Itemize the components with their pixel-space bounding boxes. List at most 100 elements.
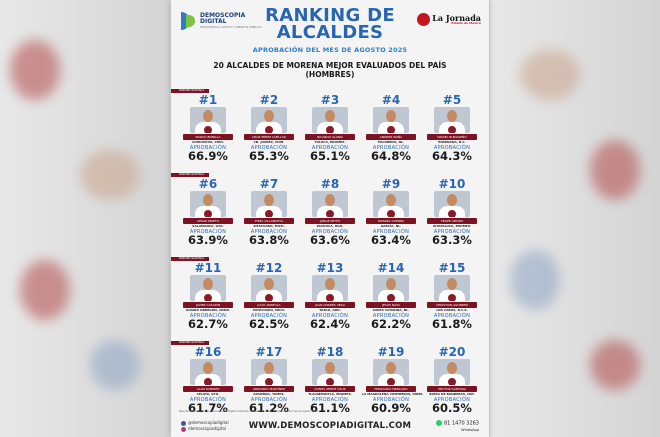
mayor-city: ESCOBEDO, NL.: [377, 140, 405, 144]
mayor-photo: [373, 275, 409, 301]
approval-percent: 63.6%: [310, 233, 350, 247]
subtitle: APROBACIÓN DEL MES DE AGOSTO 2025: [252, 46, 408, 54]
mayor-card: #13 JUAN ANDRÉS VEGA TAXCO, GRO. APROBACIÓN…: [301, 261, 359, 340]
mayor-card: #17 ARMANDO MARTÍNEZ ALTAMIRA, TAMPS. APROB…: [240, 345, 298, 424]
rank-number: #5: [442, 93, 462, 107]
background-blur-right: [490, 0, 660, 437]
ranking-row: RANKING NACIONAL #11 JAVIER CASARÍN ÁLVARO …: [171, 257, 481, 341]
approval-percent: 60.5%: [432, 401, 472, 415]
mayor-name: CÉSAR PRIETO: [183, 218, 233, 224]
ranking-row: RANKING NACIONAL #16 ALAN RAMÍREZ CELAYA, G…: [171, 341, 481, 425]
approval-percent: 63.3%: [432, 233, 472, 247]
mayor-name: ALAN RAMÍREZ: [183, 386, 233, 392]
mayor-card: #6 CÉSAR PRIETO SALAMANCA, GTO. APROBACIÓN 6…: [179, 177, 237, 256]
mayor-name: HÉCTOR SANTANA: [427, 386, 477, 392]
rank-number: #9: [381, 177, 401, 191]
approval-label: APROBACIÓN: [189, 313, 227, 319]
ranking-poster: DEMOSCOPIA DIGITAL ESTADÍSTICA, DATOS Y …: [171, 0, 489, 437]
ranking-row: RANKING NACIONAL #6 CÉSAR PRIETO SALAMANCA,…: [171, 173, 481, 257]
rank-number: #18: [316, 345, 344, 359]
mayor-photo: [251, 107, 287, 133]
mayor-name: ISMAEL BURGUEÑO: [427, 134, 477, 140]
mayor-city: SANTA CATARINA, NL.: [372, 308, 410, 312]
ranking-ribbon: RANKING NACIONAL: [171, 173, 209, 177]
demoscopia-mark-icon: [181, 12, 197, 30]
mayor-city: BAHÍA DE BANDERAS, NAY.: [429, 392, 475, 396]
la-jornada-logo: La Jornada Estado de México: [417, 13, 481, 26]
facebook-icon: [181, 420, 186, 426]
mayor-name: JUAN ANDRÉS VEGA: [305, 302, 355, 308]
rank-number: #7: [259, 177, 279, 191]
rank-number: #10: [438, 177, 466, 191]
approval-label: APROBACIÓN: [372, 313, 410, 319]
social-links: @demoscopiadigital /demoscopiadigital: [181, 420, 229, 432]
title-line2: ALCALDES: [276, 22, 384, 43]
rank-number: #11: [194, 261, 222, 275]
mayor-photo: [434, 107, 470, 133]
approval-percent: 60.9%: [371, 401, 411, 415]
mayor-photo: [190, 359, 226, 385]
mayor-card: #7 FIDEL VILLANUEVA ZITÁCUARO, MICH. APROBA…: [240, 177, 298, 256]
approval-label: APROBACIÓN: [311, 313, 349, 319]
la-jornada-name: La Jornada: [432, 13, 481, 23]
approval-percent: 62.4%: [310, 317, 350, 331]
approval-percent: 64.8%: [371, 149, 411, 163]
mayor-name: ANDRÉS MAÑA: [366, 134, 416, 140]
mayor-city: CELAYA, GTO.: [196, 392, 220, 396]
demoscopia-digital-logo: DEMOSCOPIA DIGITAL ESTADÍSTICA, DATOS Y …: [181, 12, 262, 30]
mayor-card: #20 HÉCTOR SANTANA BAHÍA DE BANDERAS, NAY.…: [423, 345, 481, 424]
logo-tagline: ESTADÍSTICA, DATOS Y OPINIÓN PÚBLICA: [200, 25, 262, 29]
mayor-photo: [190, 107, 226, 133]
approval-percent: 64.3%: [432, 149, 472, 163]
approval-percent: 61.8%: [432, 317, 472, 331]
poster-header: DEMOSCOPIA DIGITAL ESTADÍSTICA, DATOS Y …: [171, 0, 489, 62]
mayor-card: #18 DANIEL PÉREZ CRUZ TLALNEPANTLA, EDOMEX…: [301, 345, 359, 424]
approval-label: APROBACIÓN: [250, 229, 288, 235]
approval-percent: 63.8%: [249, 233, 289, 247]
mayor-photo: [312, 191, 348, 217]
mayor-city: SALAMANCA, GTO.: [192, 224, 224, 228]
mayor-name: JESÚS NAVA: [366, 302, 416, 308]
poster-footer: @demoscopiadigital /demoscopiadigital WW…: [171, 418, 489, 437]
mayor-name: DANIEL PÉREZ CRUZ: [305, 386, 355, 392]
mayor-name: MANUEL GUERRA: [366, 218, 416, 224]
approval-label: APROBACIÓN: [372, 397, 410, 403]
mayor-city: CHIHUAHUA, CHIH.: [192, 140, 224, 144]
approval-label: APROBACIÓN: [250, 313, 288, 319]
approval-percent: 62.5%: [249, 317, 289, 331]
mayor-name: CRUZ PÉREZ CUÉLLAR: [244, 134, 294, 140]
mayor-city: ENSENADA, B.C.: [438, 140, 466, 144]
website-url: WWW.DEMOSCOPIADIGITAL.COM: [248, 421, 412, 431]
mayor-card: #9 MANUEL GUERRA GARCÍA, NL. APROBACIÓN 63.4…: [362, 177, 420, 256]
mayor-card: #19 FERNANDO MERCADO LA MAGDALENA CONTRERA…: [362, 345, 423, 424]
whatsapp-icon: [436, 420, 442, 426]
mayor-name: FERNANDO MERCADO: [366, 386, 416, 392]
mayor-card: #8 JORGE REYES PACHUCA, HGO. APROBACIÓN 63.6…: [301, 177, 359, 256]
mayor-name: JORGE REYES: [305, 218, 355, 224]
mayor-card: #15 CHRISTIAN AGÚNDEZ LOS CABOS, B.C.S. APR…: [423, 261, 481, 340]
ranking-ribbon: RANKING NACIONAL: [171, 257, 209, 261]
logo-line2: DIGITAL: [200, 18, 227, 25]
approval-label: APROBACIÓN: [433, 397, 471, 403]
approval-percent: 66.9%: [188, 149, 228, 163]
rank-number: #12: [255, 261, 283, 275]
mayor-photo: [434, 275, 470, 301]
rank-number: #2: [259, 93, 279, 107]
mayor-city: ZITÁCUARO, MICH.: [253, 224, 285, 228]
mayor-photo: [373, 359, 409, 385]
mayor-card: #3 RICARDO ALANÍS TOLUCA, EDOMEX. APROBACIÓ…: [301, 93, 359, 172]
mayor-city: CD. JUÁREZ, CHIH.: [253, 140, 285, 144]
mayor-city: TLALNEPANTLA, EDOMEX.: [308, 392, 352, 396]
headline: 20 ALCALDES DE MORENA MEJOR EVALUADOS DE…: [171, 61, 489, 79]
approval-percent: 65.3%: [249, 149, 289, 163]
rank-number: #19: [377, 345, 405, 359]
mayor-photo: [251, 191, 287, 217]
mayor-name: JAVIER CASARÍN: [183, 302, 233, 308]
approval-percent: 61.7%: [188, 401, 228, 415]
approval-label: APROBACIÓN: [189, 145, 227, 151]
mayor-grid: RANKING NACIONAL #1 MARCO BONILLA CHIHUAHUA…: [171, 89, 481, 425]
mayor-photo: [312, 107, 348, 133]
approval-label: APROBACIÓN: [433, 313, 471, 319]
background-blur-left: [0, 0, 170, 437]
mayor-card: #4 ANDRÉS MAÑA ESCOBEDO, NL. APROBACIÓN 64.8…: [362, 93, 420, 172]
